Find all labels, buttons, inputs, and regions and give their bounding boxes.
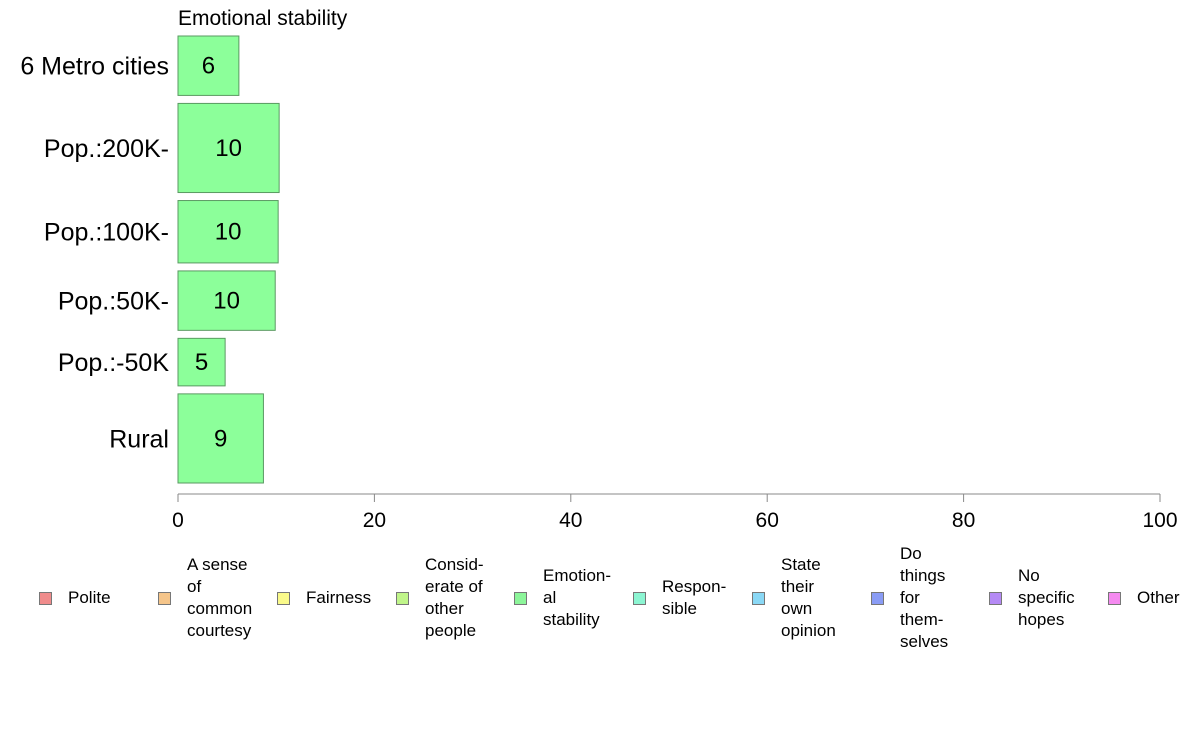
legend-label: Other xyxy=(1137,588,1180,607)
bar xyxy=(177,393,264,484)
category-label: Pop.:100K- xyxy=(44,219,169,247)
x-tick-label: 80 xyxy=(952,509,975,532)
legend-swatch xyxy=(158,591,171,605)
legend-swatch xyxy=(277,591,290,605)
bars-group: 6 6 Metro cities 10 Pop.:200K- 10 Pop.:100K- 1… xyxy=(20,35,280,484)
chart-title: Emotional stability xyxy=(178,7,348,30)
category-label: Rural xyxy=(109,425,169,453)
legend-item: Other xyxy=(1108,587,1180,609)
bar-value-label: 10 xyxy=(215,135,242,162)
category-label: Pop.:50K- xyxy=(58,288,169,316)
legend-item: Respon- sible xyxy=(633,576,726,620)
bar-value-label: 10 xyxy=(213,288,240,315)
legend-swatch xyxy=(871,591,884,605)
legend-swatch xyxy=(752,591,765,605)
bar-value-label: 10 xyxy=(215,219,242,246)
legend-item: Polite xyxy=(39,587,111,609)
legend-item: A sense of common courtesy xyxy=(158,554,252,642)
x-tick-label: 60 xyxy=(756,509,779,532)
legend-label: Emotion- al stability xyxy=(543,566,612,629)
legend-swatch xyxy=(514,591,527,605)
x-axis: 0 20 40 60 80 100 xyxy=(172,493,1178,532)
legend-label: Fairness xyxy=(306,588,372,607)
category-label: Pop.:200K- xyxy=(44,135,169,163)
legend-label: Do things for them- selves xyxy=(900,544,949,651)
chart-canvas: Emotional stability 6 6 Metro cities 10 Pop… xyxy=(20,7,1178,532)
x-tick-label: 20 xyxy=(363,509,386,532)
bar xyxy=(177,337,226,387)
legend-swatch xyxy=(633,591,646,605)
legend-label: Respon- sible xyxy=(662,577,727,618)
legend: Polite A sense of common courtesy Fairness… xyxy=(0,540,1188,660)
bar-value-label: 5 xyxy=(195,349,208,376)
bar xyxy=(177,102,280,194)
bar xyxy=(177,200,279,264)
legend-swatch xyxy=(1108,591,1121,605)
legend-item: State their own opinion xyxy=(752,554,836,642)
legend-swatch xyxy=(989,591,1002,605)
category-label: Pop.:-50K xyxy=(58,349,170,377)
x-tick-label: 40 xyxy=(559,509,582,532)
legend-label: No specific hopes xyxy=(1018,566,1075,629)
bar xyxy=(177,35,240,96)
legend-swatch xyxy=(39,591,52,605)
legend-swatch xyxy=(396,591,409,605)
legend-label: A sense of common courtesy xyxy=(187,555,253,640)
legend-item: Fairness xyxy=(277,587,371,609)
legend-label: Polite xyxy=(68,588,111,607)
legend-item: Do things for them- selves xyxy=(871,543,948,653)
bar xyxy=(177,270,276,331)
bar-value-label: 6 xyxy=(202,53,215,80)
legend-item: Consid- erate of other people xyxy=(396,554,484,642)
x-tick-label: 0 xyxy=(172,509,184,532)
legend-item: Emotion- al stability xyxy=(514,565,611,631)
category-label: 6 Metro cities xyxy=(20,53,169,81)
legend-label: State their own opinion xyxy=(781,555,836,640)
legend-item: No specific hopes xyxy=(989,565,1075,631)
legend-label: Consid- erate of other people xyxy=(425,555,484,640)
x-tick-label: 100 xyxy=(1142,509,1177,532)
bar-value-label: 9 xyxy=(214,425,227,452)
